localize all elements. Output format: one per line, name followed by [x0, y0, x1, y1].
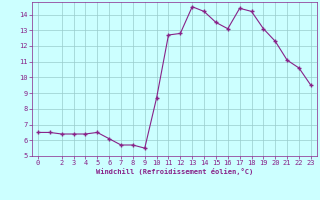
- X-axis label: Windchill (Refroidissement éolien,°C): Windchill (Refroidissement éolien,°C): [96, 168, 253, 175]
